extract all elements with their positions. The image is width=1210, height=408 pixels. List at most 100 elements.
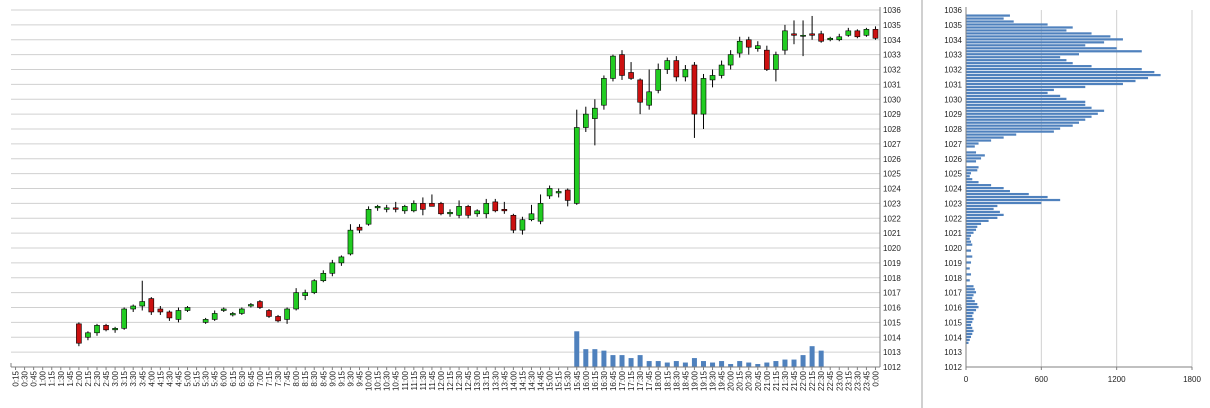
candle-up: [537, 203, 544, 222]
price-tick-label: 1033: [883, 51, 901, 60]
candle-down: [818, 33, 824, 42]
candle-up: [311, 280, 318, 293]
time-tick-label: 16:15: [591, 370, 600, 391]
candle-down: [809, 33, 815, 36]
profile-bar: [966, 326, 973, 330]
candle-up: [727, 54, 734, 66]
candle-up: [573, 127, 580, 204]
profile-bar: [966, 62, 1073, 65]
profile-bar: [966, 59, 1067, 62]
profile-price-label: 1024: [944, 185, 962, 194]
time-tick-label: 2:00: [75, 370, 84, 386]
profile-volume-label: 0: [964, 375, 969, 384]
time-tick-label: 20:30: [745, 370, 754, 391]
profile-bar: [966, 53, 1079, 56]
profile-bar: [966, 136, 1004, 139]
time-tick-label: 13:15: [482, 370, 491, 391]
candle-up: [293, 292, 299, 310]
time-tick-label: 2:15: [84, 370, 93, 386]
price-tick-label: 1012: [883, 363, 901, 372]
profile-bar: [966, 210, 1000, 214]
profile-bar: [966, 154, 985, 157]
candle-down: [266, 310, 272, 317]
profile-volume-label: 1200: [1108, 375, 1126, 384]
candle-up: [248, 304, 254, 307]
time-tick-label: 3:45: [138, 370, 147, 386]
profile-bar: [966, 169, 978, 172]
profile-bar: [966, 338, 970, 341]
candle-up: [664, 60, 671, 70]
profile-bar: [966, 118, 1086, 121]
profile-bar: [966, 195, 1048, 199]
profile-bar: [966, 50, 1142, 53]
profile-bar: [966, 189, 1010, 193]
profile-bar: [966, 294, 974, 297]
candle-down: [420, 203, 426, 210]
time-tick-label: 5:30: [202, 370, 211, 386]
candle-down: [872, 29, 879, 39]
candle-up: [347, 229, 354, 255]
time-tick-label: 20:15: [736, 370, 745, 391]
price-tick-label: 1025: [883, 170, 901, 179]
candle-up: [121, 308, 127, 329]
time-tick-label: 13:00: [473, 370, 482, 391]
time-tick-label: 2:45: [102, 370, 111, 386]
profile-bar: [966, 181, 979, 184]
time-tick-label: 21:00: [763, 370, 772, 391]
profile-price-label: 1035: [944, 21, 962, 30]
candle-up: [655, 69, 662, 91]
volume-bar: [664, 362, 670, 367]
profile-bar: [966, 192, 1029, 196]
profile-bar: [966, 85, 1086, 89]
candle-up: [175, 310, 182, 320]
candle-up: [845, 30, 852, 36]
volume-bar: [728, 364, 734, 367]
profile-price-label: 1023: [944, 199, 962, 208]
price-tick-label: 1019: [883, 259, 901, 268]
time-tick-label: 11:30: [419, 370, 428, 390]
price-tick-label: 1032: [883, 66, 901, 75]
profile-bar: [966, 288, 975, 291]
profile-bar: [966, 70, 1155, 74]
time-tick-label: 12:30: [455, 370, 464, 391]
price-axes: [10, 7, 881, 368]
volume-bar: [755, 364, 761, 367]
time-tick-label: 5:45: [211, 370, 220, 386]
candle-up: [202, 319, 209, 323]
candle-up: [112, 328, 118, 331]
profile-price-label: 1031: [944, 80, 962, 89]
time-tick-label: 22:45: [826, 370, 835, 391]
profile-bar: [966, 219, 989, 222]
time-tick-label: 6:45: [247, 370, 256, 386]
volume-bar: [800, 355, 806, 367]
candle-down: [356, 226, 363, 231]
profile-bar: [966, 187, 1004, 190]
candlestick-chart: 1012 1013 1014 1015 1016 1017 1018 1019 1020 1021…: [10, 6, 901, 391]
volume-bar: [592, 349, 598, 367]
time-tick-label: 23:15: [844, 370, 853, 391]
time-tick-label: 8:45: [319, 370, 328, 386]
volume-bar: [773, 361, 779, 367]
profile-price-label: 1036: [944, 6, 962, 15]
time-tick-label: 21:30: [781, 370, 790, 391]
volume-bar: [574, 331, 580, 367]
candle-down: [501, 209, 508, 212]
profile-bar: [966, 38, 1123, 41]
volume-bars: [574, 331, 824, 367]
time-tick-label: 19:30: [709, 370, 718, 391]
profile-bar: [966, 23, 1048, 26]
profile-bar: [966, 243, 973, 246]
time-tick-label: 11:00: [401, 370, 410, 390]
candle-down: [465, 206, 471, 216]
time-tick-label: 4:30: [165, 370, 174, 386]
price-tick-label: 1035: [883, 21, 901, 30]
candle-down: [745, 39, 752, 48]
time-tick-label: 22:15: [808, 370, 817, 391]
profile-bar: [966, 166, 979, 169]
volume-bar: [673, 361, 679, 367]
profile-bar: [966, 311, 974, 315]
profile-bar: [966, 317, 974, 321]
time-tick-label: 15:00: [546, 370, 555, 391]
candle-up: [447, 212, 453, 215]
profile-price-label: 1028: [944, 125, 962, 134]
